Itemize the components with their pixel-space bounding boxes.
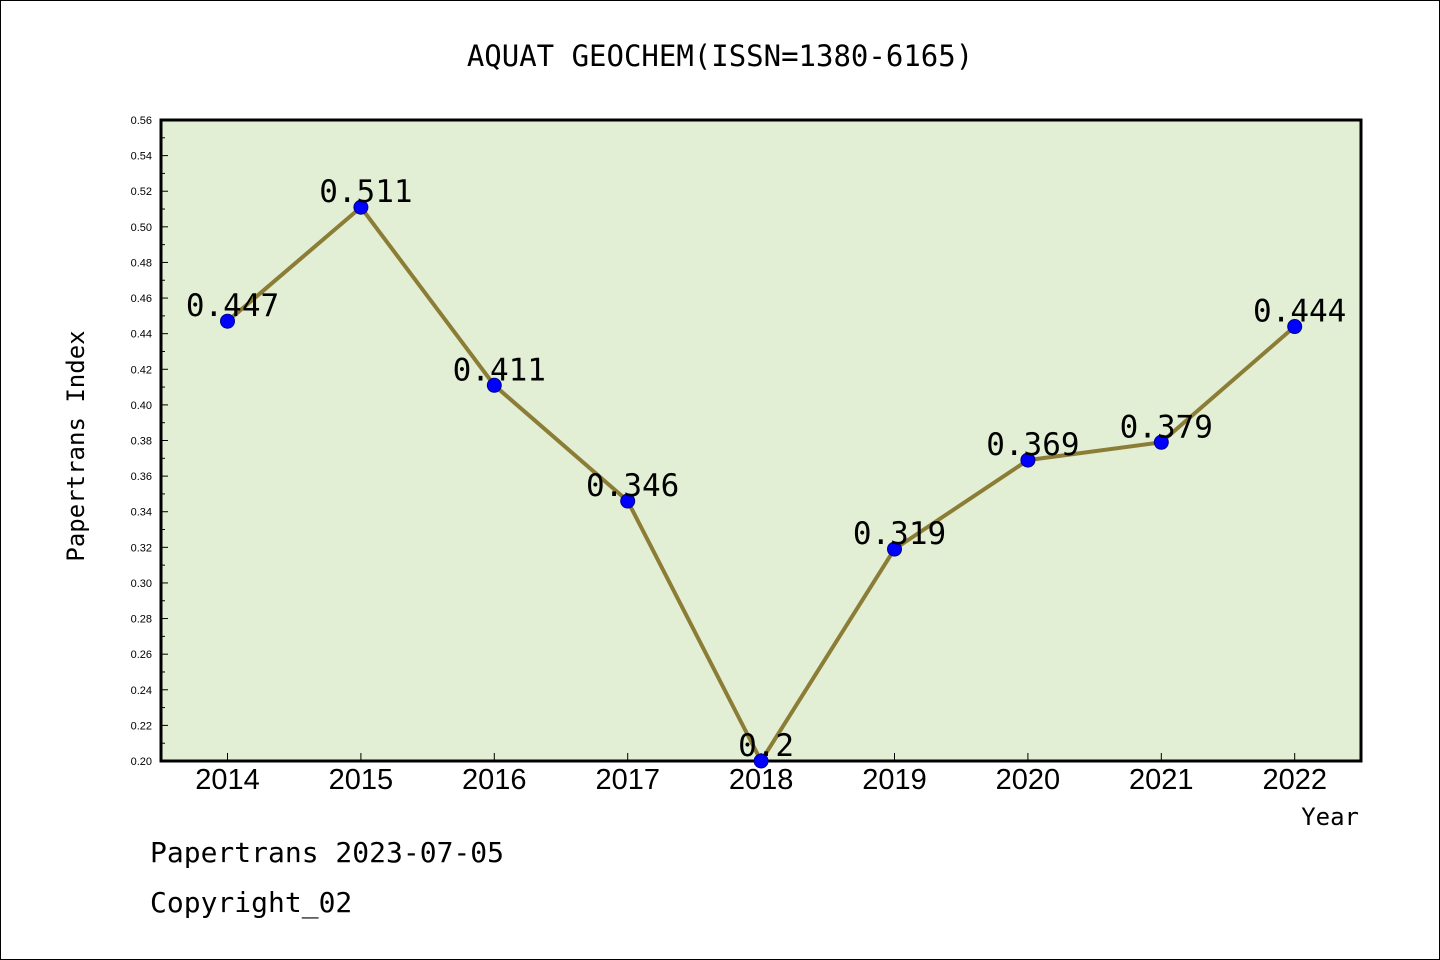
y-tick-label: 0.36 xyxy=(131,471,152,483)
data-label: 0.2 xyxy=(738,728,794,764)
data-labels: 0.447 0.511 0.411 0.346 0.2 0.319 0.369 0.379 0.… xyxy=(186,174,1347,764)
data-point xyxy=(887,541,902,557)
x-tick-label: 2014 xyxy=(195,764,260,796)
data-point xyxy=(1020,452,1036,468)
data-point xyxy=(486,377,502,393)
series-line xyxy=(220,199,1303,769)
y-axis: 0.20 0.22 0.24 0.26 0.28 0.30 0.32 0.34 0.36 0.38… xyxy=(131,115,168,768)
footer-date: Papertrans 2023-07-05 xyxy=(150,836,505,869)
y-tick-label: 0.30 xyxy=(131,578,152,590)
data-label: 0.346 xyxy=(586,468,679,504)
x-tick-label: 2019 xyxy=(862,764,927,796)
data-label: 0.511 xyxy=(319,174,412,210)
data-label: 0.411 xyxy=(453,352,546,388)
data-label: 0.369 xyxy=(986,427,1079,463)
data-point xyxy=(220,313,235,329)
y-tick-label: 0.22 xyxy=(131,720,152,732)
chart-title: AQUAT GEOCHEM(ISSN=1380-6165) xyxy=(467,39,973,73)
data-point xyxy=(1287,319,1303,335)
data-label: 0.444 xyxy=(1253,294,1346,330)
y-tick-label: 0.48 xyxy=(131,257,152,269)
data-point xyxy=(620,493,636,509)
data-label: 0.379 xyxy=(1120,409,1213,445)
data-point xyxy=(1153,434,1169,450)
x-tick-label: 2017 xyxy=(595,764,660,796)
y-tick-label: 0.38 xyxy=(131,436,152,448)
y-tick-label: 0.24 xyxy=(131,685,152,697)
y-tick-label: 0.28 xyxy=(131,614,152,626)
y-tick-label: 0.42 xyxy=(131,364,152,376)
data-label: 0.447 xyxy=(186,288,279,324)
x-tick-label: 2022 xyxy=(1262,764,1327,796)
x-axis-title: Year xyxy=(1301,803,1359,831)
y-tick-label: 0.34 xyxy=(131,507,152,519)
y-tick-label: 0.20 xyxy=(131,756,152,768)
footer-copyright: Copyright_02 xyxy=(150,886,353,919)
y-axis-title: Papertrans Index xyxy=(62,330,90,561)
y-tick-label: 0.56 xyxy=(131,115,152,127)
y-tick-label: 0.26 xyxy=(131,649,152,661)
data-point xyxy=(353,199,369,215)
x-tick-label: 2016 xyxy=(462,764,527,796)
y-tick-label: 0.50 xyxy=(131,222,152,234)
y-tick-label: 0.54 xyxy=(131,151,152,163)
y-tick-label: 0.40 xyxy=(131,400,152,412)
y-tick-label: 0.46 xyxy=(131,293,152,305)
x-tick-label: 2020 xyxy=(996,764,1061,796)
x-tick-label: 2021 xyxy=(1129,764,1194,796)
x-axis: 2014 2015 2016 2017 2018 2019 2020 2021 2022 xyxy=(195,753,1327,796)
data-point xyxy=(753,753,769,769)
data-label: 0.319 xyxy=(853,516,946,552)
x-tick-label: 2015 xyxy=(329,764,394,796)
y-tick-label: 0.32 xyxy=(131,542,152,554)
x-tick-label: 2018 xyxy=(729,764,794,796)
y-tick-label: 0.44 xyxy=(131,329,152,341)
y-tick-label: 0.52 xyxy=(131,186,152,198)
